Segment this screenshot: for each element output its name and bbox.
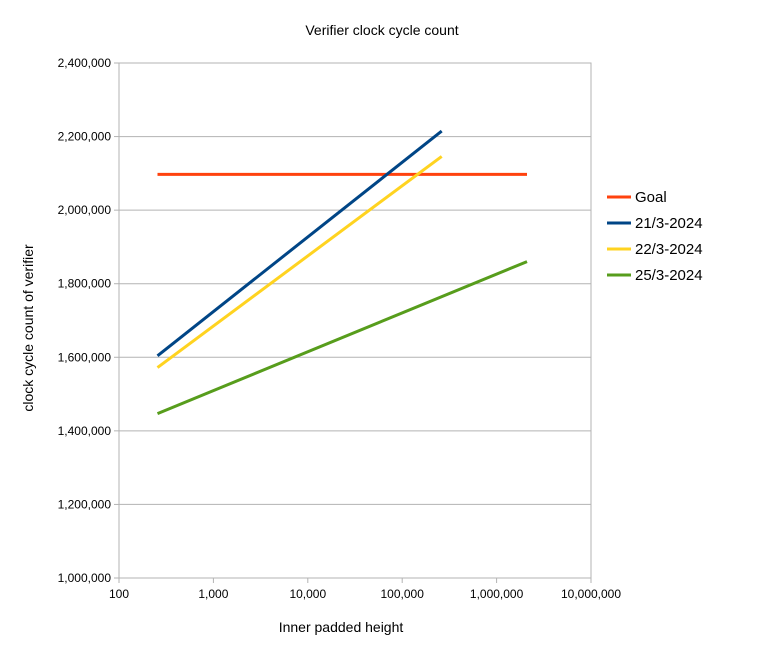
x-axis-label: Inner padded height — [279, 619, 404, 635]
x-tick-label: 10,000 — [289, 587, 326, 601]
y-tick-label: 1,800,000 — [58, 277, 112, 291]
series-line — [156, 155, 443, 369]
series-lines — [156, 129, 528, 415]
y-axis-tick-labels: 1,000,000 1,200,000 1,400,000 1,600,000 1,80… — [58, 56, 112, 585]
legend-label: Goal — [635, 189, 667, 206]
x-tick-label: 1,000 — [198, 587, 228, 601]
x-axis-tick-labels: 100 1,000 10,000 100,000 1,000,000 10,000,000 — [109, 587, 621, 601]
y-tick-label: 1,200,000 — [58, 497, 112, 511]
x-tick-label: 100 — [109, 587, 129, 601]
legend-label: 21/3-2024 — [635, 215, 703, 232]
chart-title: Verifier clock cycle count — [305, 22, 458, 38]
legend-label: 25/3-2024 — [635, 267, 703, 284]
x-tick-label: 10,000,000 — [561, 587, 621, 601]
y-tick-label: 1,400,000 — [58, 424, 112, 438]
series-line — [156, 260, 528, 415]
x-tick-label: 100,000 — [381, 587, 425, 601]
series-line — [156, 129, 443, 357]
y-axis-label: clock cycle count of verifier — [20, 244, 36, 412]
legend: Goal 21/3-2024 22/3-2024 25/3-2024 — [607, 189, 703, 284]
plot-area-border — [118, 62, 592, 579]
y-tick-label: 2,000,000 — [58, 203, 112, 217]
y-tick-label: 2,200,000 — [58, 130, 112, 144]
y-tick-label: 1,000,000 — [58, 571, 112, 585]
gridlines — [114, 62, 592, 583]
x-tick-label: 1,000,000 — [470, 587, 524, 601]
legend-label: 22/3-2024 — [635, 241, 703, 258]
y-tick-label: 1,600,000 — [58, 350, 112, 364]
y-tick-label: 2,400,000 — [58, 56, 112, 70]
